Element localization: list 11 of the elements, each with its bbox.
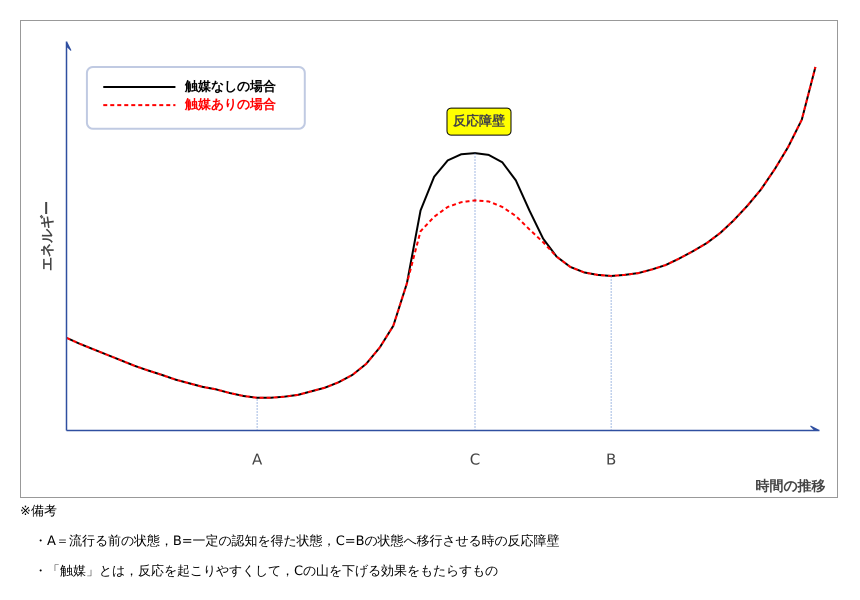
x-tick-label: C: [470, 450, 480, 468]
x-axis-title: 時間の推移: [756, 478, 826, 494]
x-tick-label: B: [606, 450, 616, 468]
text: ・「触媒」とは，反応を起こりやすくして，Cの山を下げる効果をもたらすもの: [34, 563, 498, 581]
annotation: 反応障壁: [452, 113, 505, 130]
text: 触媒ありの場合: [184, 96, 276, 113]
text: ※備考: [20, 503, 57, 521]
text: ・A＝流行る前の状態，B=一定の認知を得た状態，C=Bの状態へ移行させる時の反応障壁: [34, 533, 560, 551]
y-axis-title: エネルギー: [40, 201, 56, 271]
x-tick-label: A: [252, 450, 263, 468]
text: 触媒なしの場合: [184, 78, 276, 94]
